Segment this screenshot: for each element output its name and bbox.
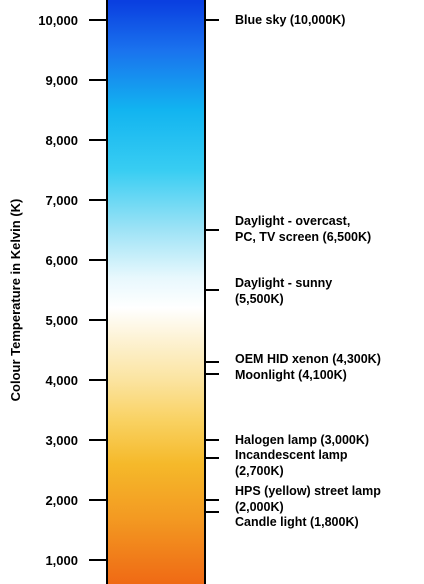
colour-gradient-bar <box>107 0 205 584</box>
y-tick-label: 10,000 <box>38 13 78 28</box>
y-tick-label: 1,000 <box>45 553 78 568</box>
annotation-label: (2,700K) <box>235 464 284 478</box>
annotation-label: Candle light (1,800K) <box>235 515 359 529</box>
y-tick-label: 3,000 <box>45 433 78 448</box>
annotation-label: Moonlight (4,100K) <box>235 368 347 382</box>
y-axis-ticks: 10,000 9,000 8,000 7,000 6,000 5,000 4,000 3,00… <box>38 13 107 568</box>
y-tick-label: 2,000 <box>45 493 78 508</box>
axis-title: Colour Temperature in Kelvin (K) <box>8 199 23 402</box>
y-tick-label: 8,000 <box>45 133 78 148</box>
annotation-label: Blue sky (10,000K) <box>235 13 345 27</box>
annotation-label: Incandescent lamp <box>235 448 348 462</box>
y-tick-label: 5,000 <box>45 313 78 328</box>
annotation-label: Daylight - overcast, <box>235 214 350 228</box>
annotation-label: Daylight - sunny <box>235 276 332 290</box>
annotation-label: Halogen lamp (3,000K) <box>235 433 369 447</box>
annotations: Blue sky (10,000K) Daylight - overcast, PC… <box>205 13 381 529</box>
y-tick-label: 6,000 <box>45 253 78 268</box>
annotation-label: PC, TV screen (6,500K) <box>235 230 371 244</box>
annotation-label: OEM HID xenon (4,300K) <box>235 352 381 366</box>
y-tick-label: 9,000 <box>45 73 78 88</box>
y-tick-label: 4,000 <box>45 373 78 388</box>
annotation-label: (2,000K) <box>235 500 284 514</box>
annotation-label: HPS (yellow) street lamp <box>235 484 381 498</box>
y-tick-label: 7,000 <box>45 193 78 208</box>
annotation-label: (5,500K) <box>235 292 284 306</box>
